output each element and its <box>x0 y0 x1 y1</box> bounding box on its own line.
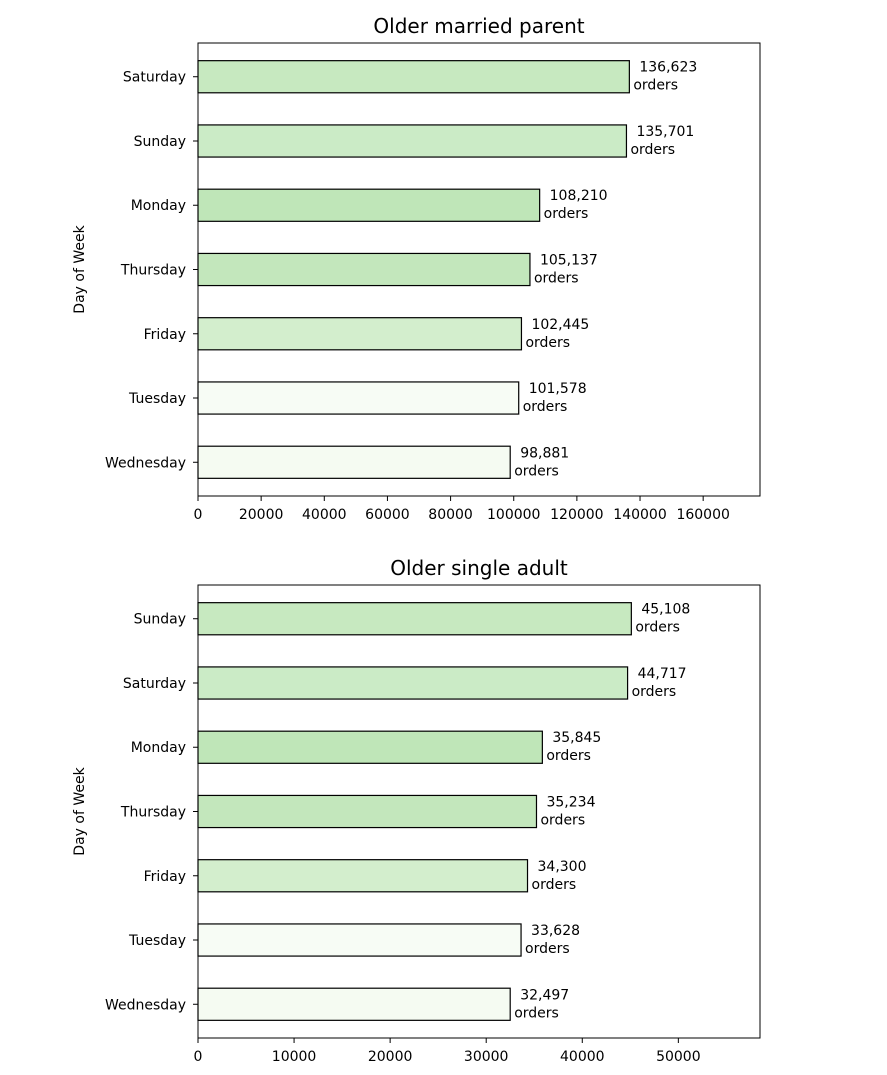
y-tick-label: Friday <box>144 869 186 885</box>
bar-monday <box>197 730 543 764</box>
data-label-value: 32,497 <box>520 987 569 1003</box>
x-tick-label: 40000 <box>302 507 347 523</box>
data-label-value: 34,300 <box>538 859 587 875</box>
x-tick-label: 160000 <box>676 507 729 523</box>
bar-tuesday <box>197 923 522 957</box>
bar-sunday <box>197 124 628 158</box>
bar-sunday <box>197 602 632 636</box>
data-label-suffix: orders <box>534 271 579 287</box>
data-label-value: 101,578 <box>529 381 587 397</box>
data-label-suffix: orders <box>525 335 570 351</box>
y-tick-label: Sunday <box>134 612 186 628</box>
chart-panel-0: Older married parent Day of Week Saturday 1… <box>72 14 761 523</box>
y-tick-label: Friday <box>144 327 186 343</box>
y-tick-label: Tuesday <box>128 933 186 949</box>
data-label-suffix: orders <box>523 399 568 415</box>
data-label-value: 35,234 <box>546 795 595 811</box>
x-tick-label: 40000 <box>560 1049 605 1065</box>
bar-friday <box>197 317 523 351</box>
y-tick-label: Saturday <box>123 70 186 86</box>
chart-title: Older single adult <box>390 556 568 580</box>
bar-wednesday <box>197 987 511 1021</box>
y-tick-label: Wednesday <box>105 455 186 471</box>
data-label-value: 136,623 <box>639 60 697 76</box>
bar-saturday <box>197 60 630 94</box>
y-tick-label: Monday <box>131 198 186 214</box>
bar-thursday <box>197 252 531 287</box>
bar-saturday <box>197 666 629 700</box>
y-tick-label: Tuesday <box>128 391 186 407</box>
x-tick-label: 20000 <box>239 507 284 523</box>
data-label-value: 135,701 <box>636 124 694 140</box>
y-axis-label: Day of Week <box>72 224 88 313</box>
x-tick-label: 20000 <box>368 1049 413 1065</box>
chart-panel-1: Older single adult Day of Week Sunday 45,10… <box>72 556 761 1065</box>
data-label-suffix: orders <box>532 877 577 893</box>
data-label-value: 33,628 <box>531 923 580 939</box>
bar-tuesday <box>197 381 520 415</box>
data-label-suffix: orders <box>540 813 585 829</box>
data-label-value: 35,845 <box>552 730 601 746</box>
x-tick-label: 140000 <box>613 507 666 523</box>
data-label-suffix: orders <box>546 748 591 764</box>
data-label-suffix: orders <box>633 78 678 94</box>
x-tick-label: 120000 <box>550 507 603 523</box>
y-tick-label: Thursday <box>120 805 186 821</box>
data-label-value: 98,881 <box>520 445 569 461</box>
data-label-suffix: orders <box>632 684 677 700</box>
data-label-value: 45,108 <box>641 602 690 618</box>
data-label-value: 108,210 <box>550 188 608 204</box>
data-label-suffix: orders <box>635 620 680 636</box>
x-tick-label: 10000 <box>272 1049 317 1065</box>
bar-friday <box>197 859 529 893</box>
chart-title: Older married parent <box>373 14 584 38</box>
x-tick-label: 80000 <box>428 507 473 523</box>
bar-monday <box>197 188 541 222</box>
x-tick-label: 30000 <box>464 1049 509 1065</box>
y-tick-label: Monday <box>131 740 186 756</box>
data-label-suffix: orders <box>544 206 589 222</box>
data-label-suffix: orders <box>630 142 675 158</box>
plot-frame <box>197 42 761 497</box>
y-axis-label: Day of Week <box>72 766 88 855</box>
data-label-suffix: orders <box>525 941 570 957</box>
data-label-value: 44,717 <box>638 666 687 682</box>
x-tick-label: 100000 <box>487 507 540 523</box>
y-tick-label: Wednesday <box>105 997 186 1013</box>
y-tick-label: Sunday <box>134 134 186 150</box>
x-tick-label: 0 <box>194 1049 203 1065</box>
y-tick-label: Thursday <box>120 263 186 279</box>
bar-wednesday <box>197 445 511 479</box>
x-tick-label: 60000 <box>365 507 410 523</box>
data-label-value: 105,137 <box>540 253 598 269</box>
x-tick-label: 0 <box>194 507 203 523</box>
plot-frame <box>197 584 761 1039</box>
data-label-value: 102,445 <box>531 317 589 333</box>
bar-thursday <box>197 794 538 829</box>
y-tick-label: Saturday <box>123 676 186 692</box>
data-label-suffix: orders <box>514 463 559 479</box>
x-tick-label: 50000 <box>656 1049 701 1065</box>
data-label-suffix: orders <box>514 1005 559 1021</box>
